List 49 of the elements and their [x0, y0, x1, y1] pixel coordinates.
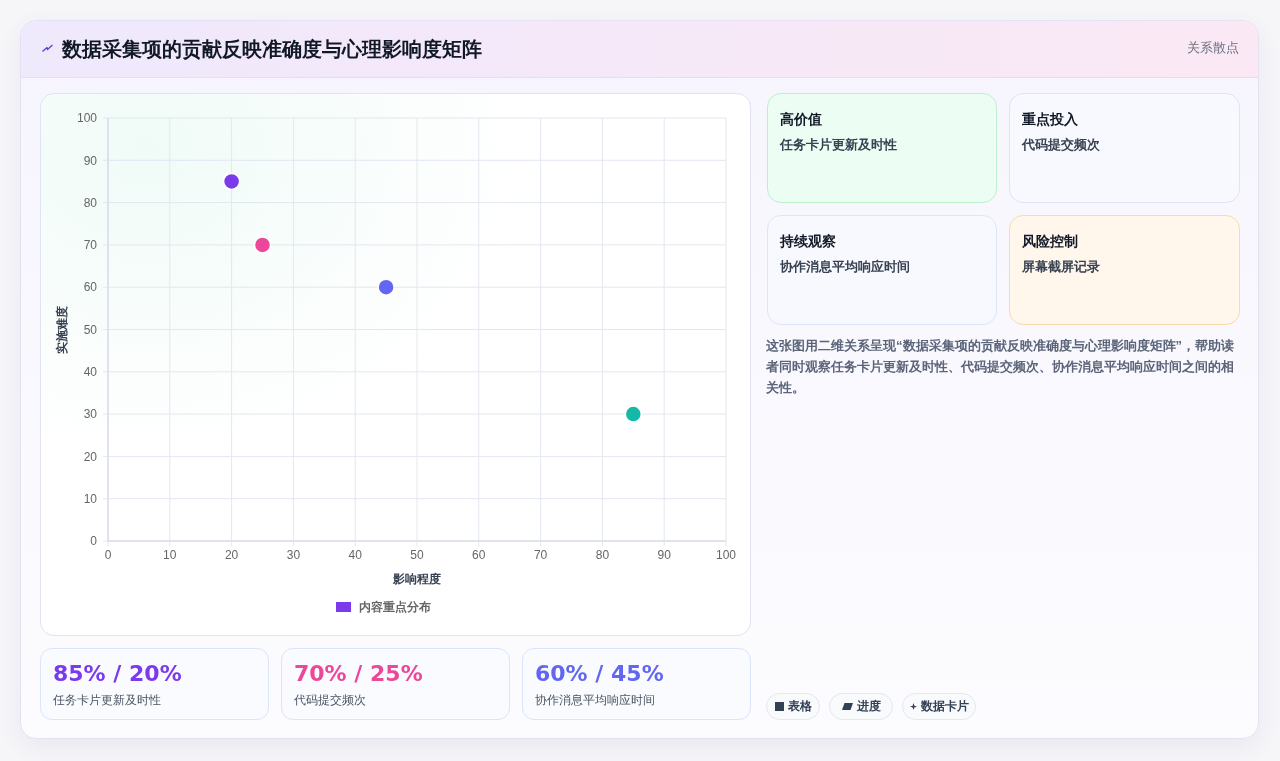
text: 70% / 25%: [294, 661, 423, 686]
x-tick-label: 0: [104, 547, 112, 562]
x-tick-label: 60: [472, 547, 486, 562]
y-tick-label: 30: [83, 407, 98, 422]
x-tick-label: 50: [410, 547, 424, 562]
text: 表格: [787, 698, 812, 715]
x-tick-label: 70: [533, 547, 548, 562]
y-tick-label: 0: [90, 534, 98, 549]
y-tick-label: 80: [83, 195, 98, 210]
text: 持续观察: [780, 233, 836, 249]
point: [222, 172, 241, 191]
x-tick-label: 40: [348, 547, 363, 562]
point: [377, 278, 395, 296]
x-tick-label: 80: [595, 547, 610, 562]
y-tick-label: 70: [83, 238, 98, 253]
y-axis-title: 实施难度: [55, 305, 69, 354]
text: 高价值: [780, 111, 822, 127]
text: 风险控制: [1022, 233, 1078, 249]
text: 任务卡片更新及时性: [53, 693, 161, 707]
x-tick-label: 90: [657, 547, 672, 562]
text: 协作消息平均响应时间: [780, 259, 910, 274]
y-tick-label: 20: [83, 449, 98, 464]
text: 进度: [856, 698, 881, 715]
text: 代码提交频次: [294, 693, 366, 707]
text: 数据卡片: [920, 698, 969, 715]
x-tick-label: 10: [163, 547, 177, 562]
y-tick-label: 60: [83, 280, 98, 295]
x-tick-label: 100: [715, 547, 737, 562]
text: 85% / 20%: [53, 661, 182, 686]
y-tick-label: 90: [83, 153, 98, 168]
legend-label: 内容重点分布: [358, 598, 431, 616]
text: 关系散点: [1187, 41, 1239, 55]
y-tick-label: 50: [83, 322, 98, 337]
text: 这张图用二维关系呈现“数据采集项的贡献反映准确度与心理影响度矩阵”，帮助读者同时观察任务卡片更新及时性、代码提交频次、协作消息平均响应时间之间的相关性。: [766, 338, 1234, 395]
text: 代码提交频次: [1022, 137, 1100, 152]
y-tick-label: 100: [76, 111, 98, 126]
point: [253, 236, 272, 254]
x-axis-title: 影响程度: [392, 572, 441, 586]
x-tick-label: 30: [286, 547, 301, 562]
y-tick-label: 40: [83, 365, 98, 380]
text: 屏幕截屏记录: [1022, 259, 1100, 274]
y-tick-label: 10: [83, 491, 98, 506]
text: 协作消息平均响应时间: [535, 693, 655, 707]
x-tick-label: 20: [224, 547, 239, 562]
text: 任务卡片更新及时性: [780, 137, 897, 152]
text: 重点投入: [1022, 111, 1078, 127]
text: 60% / 45%: [535, 661, 664, 686]
point: [624, 405, 643, 423]
chart-title: 数据采集项的贡献反映准确度与心理影响度矩阵: [62, 38, 482, 60]
